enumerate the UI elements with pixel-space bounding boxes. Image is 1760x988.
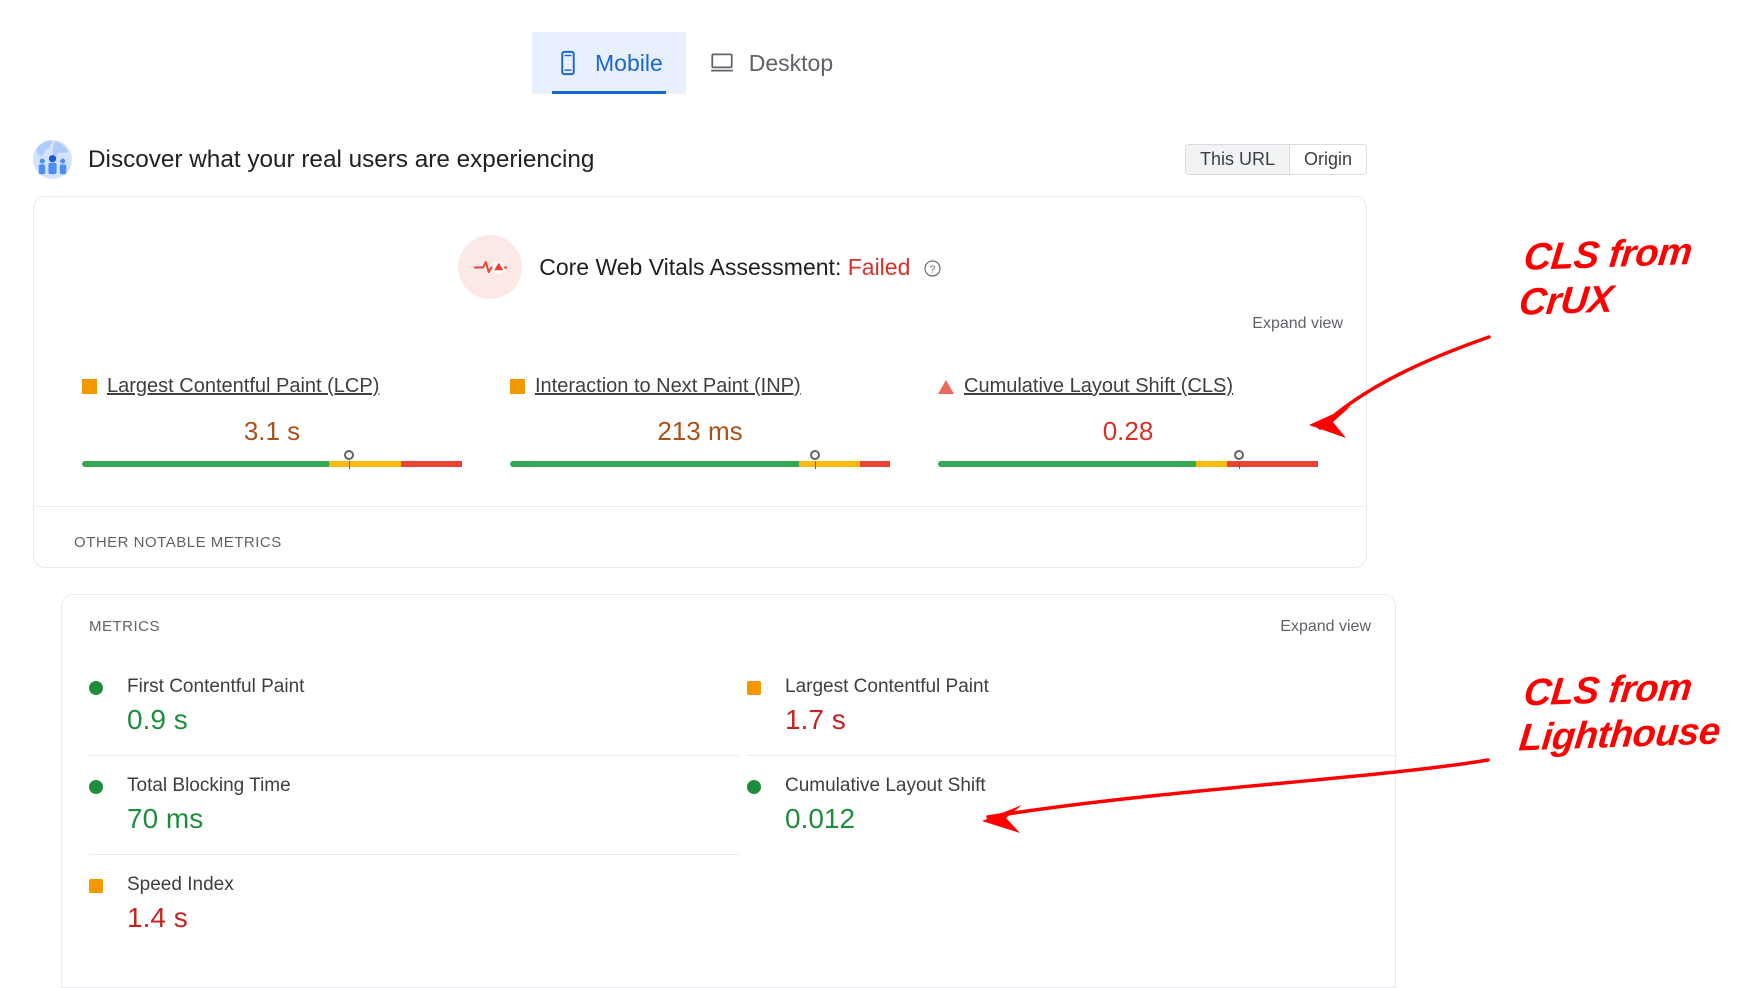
svg-text:?: ? — [929, 264, 935, 275]
